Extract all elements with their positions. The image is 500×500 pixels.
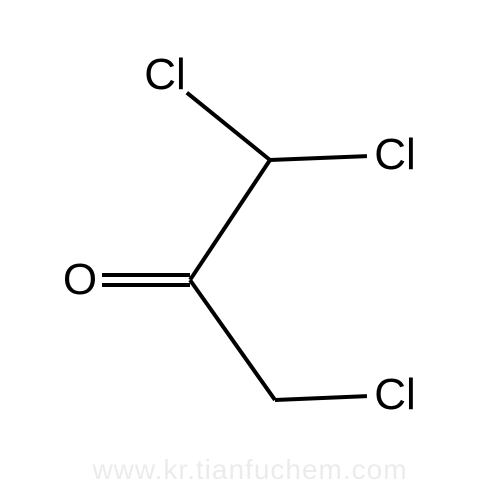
atom-cl-top: Cl xyxy=(144,50,186,100)
atom-o: O xyxy=(63,255,97,305)
bond-c2-o-a xyxy=(102,273,190,277)
atom-cl-right-upper: Cl xyxy=(374,130,416,180)
bond-c2-o-b xyxy=(102,283,190,287)
bond-c2-c3 xyxy=(188,279,276,401)
bond-c1-cl2 xyxy=(270,154,367,162)
watermark-text: www.kr.tianfuchem.com xyxy=(92,454,407,486)
bond-c1-c2 xyxy=(188,159,271,281)
bond-c3-cl3 xyxy=(275,394,367,402)
chemical-structure-canvas: Cl Cl O Cl www.kr.tianfuchem.com xyxy=(0,0,500,500)
atom-cl-right-lower: Cl xyxy=(374,370,416,420)
bond-c1-cl1 xyxy=(186,91,272,161)
